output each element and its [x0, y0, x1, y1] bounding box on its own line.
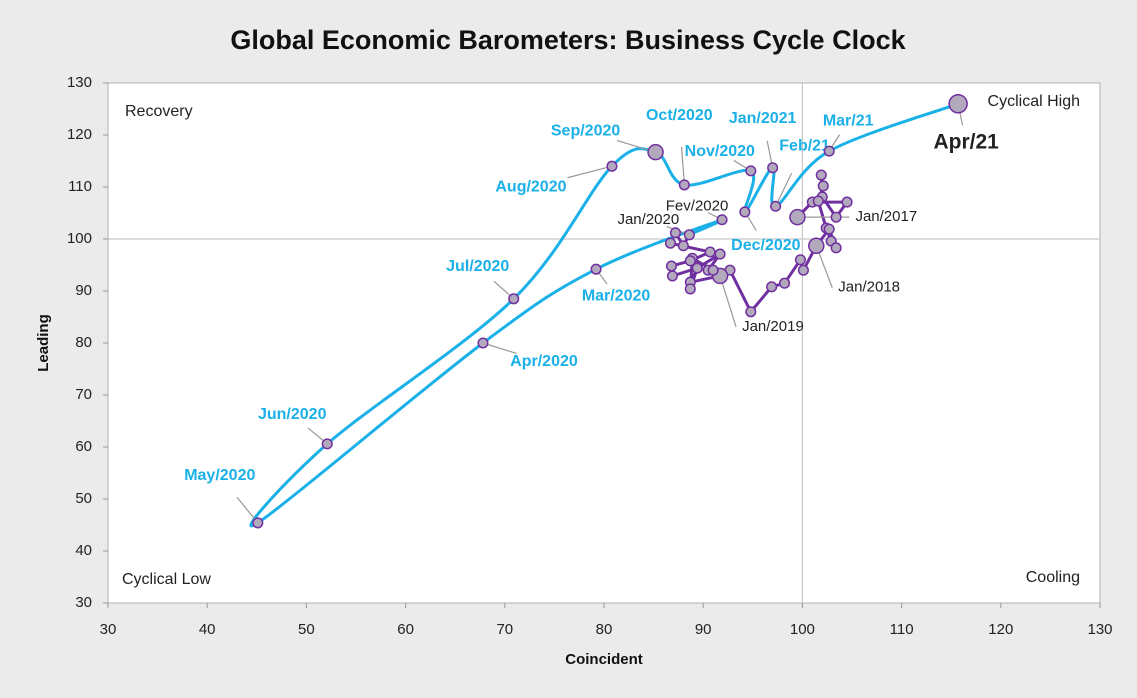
y-tick-label: 120	[67, 126, 92, 143]
x-axis-label: Coincident	[565, 651, 643, 668]
point-label: Aug/2020	[495, 178, 566, 195]
point	[830, 211, 842, 223]
plot-area	[107, 82, 1101, 604]
point	[841, 196, 853, 208]
point	[508, 293, 520, 305]
x-tick-label: 50	[298, 621, 315, 638]
leader-line	[775, 172, 793, 207]
point-label: Dec/2020	[731, 237, 800, 254]
point	[830, 242, 842, 254]
point	[767, 162, 779, 174]
y-axis-label: Leading	[35, 314, 52, 372]
point	[664, 237, 677, 249]
point	[707, 264, 719, 276]
y-tick-label: 50	[75, 490, 92, 507]
point	[716, 214, 728, 226]
y-tick-label: 40	[75, 542, 92, 559]
point	[745, 165, 757, 177]
point-label: May/2020	[184, 467, 255, 484]
x-tick-label: 30	[100, 621, 117, 638]
point-label: Mar/21	[823, 112, 874, 129]
quadrant-label: Cyclical High	[988, 93, 1080, 110]
point	[669, 227, 681, 239]
x-tick-label: 70	[496, 621, 513, 638]
point-label: Mar/2020	[582, 287, 651, 304]
point	[606, 160, 618, 172]
point	[797, 264, 809, 276]
point-label: Apr/2020	[510, 353, 578, 370]
point	[252, 517, 264, 529]
x-tick-label: 60	[397, 621, 414, 638]
point	[684, 283, 696, 295]
point	[647, 143, 664, 161]
point-label: Jan/2020	[617, 211, 679, 228]
point	[739, 206, 751, 218]
x-tick-label: 80	[596, 621, 613, 638]
point	[817, 180, 829, 192]
point	[684, 255, 696, 267]
point	[812, 195, 824, 207]
leader-line	[482, 342, 517, 355]
leader-line	[681, 146, 685, 185]
point-label: Nov/2020	[685, 143, 755, 160]
y-tick-label: 100	[67, 230, 92, 247]
point	[677, 240, 689, 252]
point	[815, 169, 827, 181]
point	[665, 260, 678, 272]
point	[778, 277, 791, 289]
point-label: Feb/21	[779, 137, 830, 154]
point	[704, 246, 716, 258]
x-tick-label: 40	[199, 621, 216, 638]
quadrant-label: Cooling	[1026, 569, 1080, 586]
x-tick-label: 130	[1087, 621, 1112, 638]
point-label: Jun/2020	[258, 406, 327, 423]
leader-line	[567, 165, 613, 179]
point	[678, 179, 690, 191]
point	[666, 270, 678, 282]
y-tick-label: 30	[75, 594, 92, 611]
point-label: Jan/2017	[855, 208, 917, 225]
point	[745, 306, 757, 318]
point	[948, 94, 968, 114]
point-label: Fev/2020	[666, 198, 729, 215]
point-label: Jan/2018	[838, 279, 900, 296]
point	[808, 237, 825, 255]
x-tick-label: 100	[790, 621, 815, 638]
point	[823, 223, 835, 235]
point	[321, 438, 333, 450]
x-tick-label: 110	[890, 621, 914, 638]
leader-line	[719, 275, 737, 328]
point-label: Apr/21	[933, 130, 999, 153]
point	[590, 263, 602, 275]
chart-title: Global Economic Barometers: Business Cyc…	[230, 25, 906, 55]
point	[789, 208, 806, 226]
x-tick-label: 120	[988, 621, 1013, 638]
point-label: Oct/2020	[646, 107, 713, 124]
point	[794, 254, 806, 266]
quadrant-label: Recovery	[125, 103, 193, 120]
point-label: Jul/2020	[446, 258, 509, 275]
series-line	[249, 102, 959, 528]
y-tick-label: 70	[75, 386, 92, 403]
x-tick-label: 90	[695, 621, 712, 638]
point-label: Jan/2019	[742, 318, 804, 335]
point	[477, 337, 489, 349]
point	[766, 281, 778, 293]
y-tick-label: 60	[75, 438, 92, 455]
point-label: Jan/2021	[729, 110, 797, 127]
point	[691, 262, 703, 274]
point	[823, 145, 835, 157]
point	[714, 248, 726, 260]
y-tick-label: 90	[75, 282, 92, 299]
y-tick-label: 130	[67, 74, 92, 91]
point-label: Sep/2020	[551, 122, 620, 139]
y-tick-label: 80	[75, 334, 92, 351]
quadrant-label: Cyclical Low	[122, 571, 211, 588]
point	[683, 229, 695, 241]
point	[770, 200, 782, 212]
y-tick-label: 110	[68, 178, 92, 195]
